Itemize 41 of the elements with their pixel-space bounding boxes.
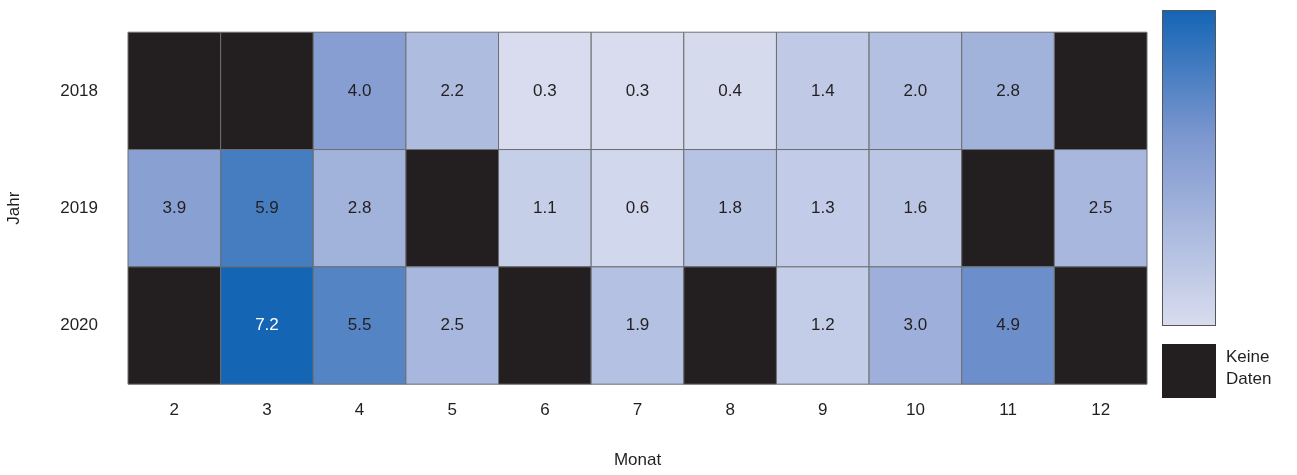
x-tick-label: 11 (999, 400, 1017, 420)
data-label: 0.3 (533, 80, 557, 100)
data-label: 5.9 (255, 197, 279, 217)
data-label: 4.0 (347, 80, 372, 100)
data-label: 1.8 (718, 197, 742, 217)
x-axis-title: Monat (613, 450, 662, 470)
text: Keine Daten (1226, 346, 1273, 390)
x-tick-label: 12 (1091, 400, 1111, 420)
data-label: 1.1 (533, 197, 557, 217)
data-label: 3.0 (903, 315, 928, 335)
data-label: 1.9 (625, 315, 650, 335)
data-label: 3.9 (162, 197, 187, 217)
data-label: 1.6 (903, 197, 928, 217)
data-label: 2.2 (440, 80, 465, 100)
y-axis-title: Jahr (3, 191, 23, 225)
data-label: 4.9 (996, 315, 1020, 335)
data-label: 2.5 (440, 315, 465, 335)
data-label: 7.2 (255, 315, 279, 335)
x-tick-label: 10 (905, 400, 925, 420)
data-label: 0.3 (625, 80, 650, 100)
x-tick-label: 8 (725, 400, 735, 420)
x-tick-label: 2 (169, 400, 180, 420)
x-tick-label: 6 (540, 400, 550, 420)
y-tick-label: 2020 (60, 315, 98, 335)
x-tick-label: 5 (447, 400, 457, 420)
data-label: 2.8 (347, 197, 372, 217)
x-tick-label: 9 (818, 400, 828, 420)
data-label: 0.6 (625, 197, 650, 217)
data-label: 5.5 (347, 315, 372, 335)
data-label: 1.4 (810, 80, 835, 100)
data-label: 2.0 (903, 80, 928, 100)
y-tick-label: 2018 (60, 80, 98, 100)
data-label: 2.5 (1088, 197, 1113, 217)
data-label: 2.8 (996, 80, 1020, 100)
x-tick-label: 7 (632, 400, 643, 420)
y-tick-label: 2019 (60, 197, 98, 217)
x-tick-label: 4 (354, 400, 365, 420)
data-label: 1.2 (810, 315, 835, 335)
x-tick-label: 3 (262, 400, 272, 420)
data-label: 1.3 (810, 197, 835, 217)
data-label: 0.4 (718, 80, 742, 100)
